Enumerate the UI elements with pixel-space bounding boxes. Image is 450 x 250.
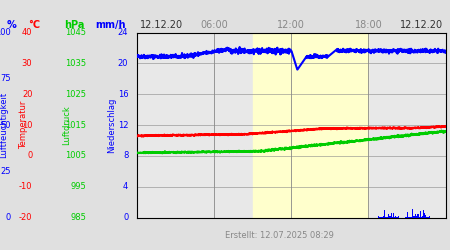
Text: -20: -20	[19, 213, 32, 222]
Text: 16: 16	[117, 90, 128, 98]
Text: Luftdruck: Luftdruck	[62, 105, 71, 145]
Text: 12: 12	[118, 120, 128, 130]
Text: 40: 40	[22, 28, 32, 37]
Text: 20: 20	[22, 90, 32, 98]
Text: Niederschlag: Niederschlag	[107, 97, 116, 153]
Text: 12.12.20: 12.12.20	[400, 20, 443, 30]
Text: 0: 0	[6, 213, 11, 222]
Text: 20: 20	[118, 59, 128, 68]
Text: hPa: hPa	[64, 20, 85, 30]
Text: 50: 50	[1, 120, 11, 130]
Text: Temperatur: Temperatur	[19, 101, 28, 149]
Text: mm/h: mm/h	[95, 20, 126, 30]
Text: Erstellt: 12.07.2025 08:29: Erstellt: 12.07.2025 08:29	[225, 231, 333, 240]
Text: 10: 10	[22, 120, 32, 130]
Text: 25: 25	[1, 167, 11, 176]
Text: 985: 985	[71, 213, 86, 222]
Text: 1045: 1045	[65, 28, 86, 37]
Text: 4: 4	[123, 182, 128, 191]
Text: 100: 100	[0, 28, 11, 37]
Text: 75: 75	[0, 74, 11, 83]
Text: Luftfeuchtigkeit: Luftfeuchtigkeit	[0, 92, 8, 158]
Bar	[253, 32, 369, 218]
Text: °C: °C	[28, 20, 40, 30]
Text: 8: 8	[123, 152, 128, 160]
Text: 24: 24	[118, 28, 128, 37]
Text: 1035: 1035	[65, 59, 86, 68]
Text: 12.12.20: 12.12.20	[140, 20, 183, 30]
Text: 1005: 1005	[65, 152, 86, 160]
Text: 30: 30	[22, 59, 32, 68]
Text: 1025: 1025	[65, 90, 86, 98]
Text: 0: 0	[123, 213, 128, 222]
Text: 1015: 1015	[65, 120, 86, 130]
Text: %: %	[6, 20, 16, 30]
Text: 0: 0	[27, 152, 32, 160]
Text: 995: 995	[71, 182, 86, 191]
Text: -10: -10	[19, 182, 32, 191]
